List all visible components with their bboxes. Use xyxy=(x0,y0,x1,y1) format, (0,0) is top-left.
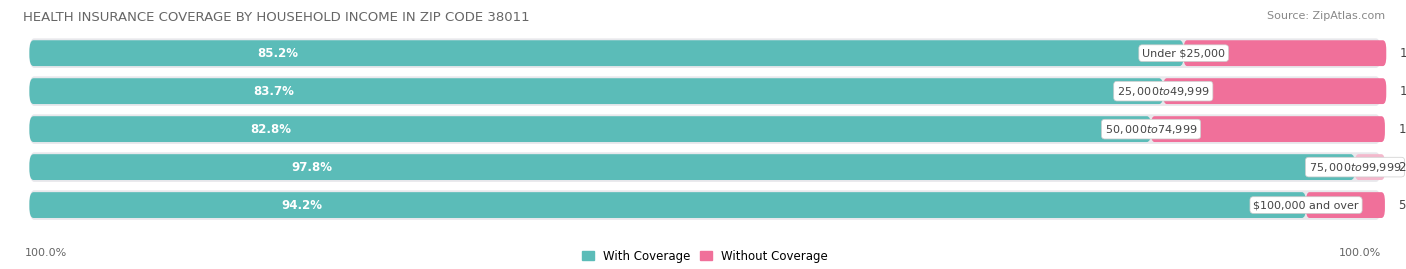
Text: 100.0%: 100.0% xyxy=(1339,248,1381,258)
Text: 5.8%: 5.8% xyxy=(1399,199,1406,212)
FancyBboxPatch shape xyxy=(30,40,1184,66)
FancyBboxPatch shape xyxy=(30,78,1163,104)
Text: HEALTH INSURANCE COVERAGE BY HOUSEHOLD INCOME IN ZIP CODE 38011: HEALTH INSURANCE COVERAGE BY HOUSEHOLD I… xyxy=(22,11,529,24)
FancyBboxPatch shape xyxy=(30,152,1381,182)
Text: 97.8%: 97.8% xyxy=(291,161,332,174)
Text: 16.4%: 16.4% xyxy=(1400,85,1406,98)
Text: 85.2%: 85.2% xyxy=(257,47,298,60)
Legend: With Coverage, Without Coverage: With Coverage, Without Coverage xyxy=(582,250,828,263)
FancyBboxPatch shape xyxy=(1163,78,1386,104)
Text: 2.2%: 2.2% xyxy=(1399,161,1406,174)
Text: 17.2%: 17.2% xyxy=(1399,123,1406,136)
Text: $50,000 to $74,999: $50,000 to $74,999 xyxy=(1105,123,1198,136)
Text: 83.7%: 83.7% xyxy=(253,85,294,98)
Text: Source: ZipAtlas.com: Source: ZipAtlas.com xyxy=(1267,11,1385,21)
FancyBboxPatch shape xyxy=(30,154,1355,180)
Text: Under $25,000: Under $25,000 xyxy=(1142,48,1225,58)
FancyBboxPatch shape xyxy=(30,116,1152,142)
FancyBboxPatch shape xyxy=(1306,192,1385,218)
FancyBboxPatch shape xyxy=(1152,116,1385,142)
FancyBboxPatch shape xyxy=(30,114,1381,144)
Text: 82.8%: 82.8% xyxy=(250,123,291,136)
FancyBboxPatch shape xyxy=(30,38,1381,68)
Text: 14.9%: 14.9% xyxy=(1400,47,1406,60)
FancyBboxPatch shape xyxy=(30,76,1381,106)
FancyBboxPatch shape xyxy=(1355,154,1385,180)
Text: $75,000 to $99,999: $75,000 to $99,999 xyxy=(1309,161,1402,174)
Text: 94.2%: 94.2% xyxy=(281,199,322,212)
Text: $100,000 and over: $100,000 and over xyxy=(1253,200,1358,210)
FancyBboxPatch shape xyxy=(30,192,1306,218)
FancyBboxPatch shape xyxy=(30,190,1381,220)
Text: $25,000 to $49,999: $25,000 to $49,999 xyxy=(1116,85,1209,98)
Text: 100.0%: 100.0% xyxy=(25,248,67,258)
FancyBboxPatch shape xyxy=(1184,40,1386,66)
